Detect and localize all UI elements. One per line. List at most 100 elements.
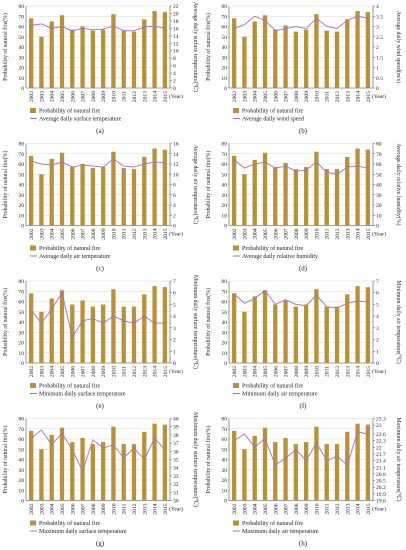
- x-tick-label: 2008: [91, 228, 97, 239]
- y-left-tick-label: 80: [18, 417, 24, 423]
- x-tick-label: 2004: [253, 366, 259, 377]
- y-right-tick-label: 31: [173, 490, 179, 496]
- x-tick-label: 2005: [60, 228, 66, 239]
- x-tick-label: 2015: [366, 366, 372, 377]
- y-left-tick-label: 80: [18, 4, 24, 10]
- y-left-tick-label: 70: [18, 289, 24, 295]
- x-tick-label: 2011: [122, 228, 128, 239]
- bar: [365, 12, 371, 88]
- bar: [152, 11, 157, 88]
- y-left-tick-label: 50: [221, 447, 227, 453]
- x-tick-label: 2010: [314, 91, 320, 102]
- x-tick-label: 2002: [232, 91, 238, 102]
- y-right-tick-label: 0: [376, 224, 379, 230]
- y-right-tick-label: 6: [173, 193, 176, 199]
- bar: [293, 306, 299, 363]
- x-tick-label: 2004: [50, 366, 56, 377]
- bar: [262, 427, 268, 501]
- legend-swatch-bar: [30, 520, 36, 526]
- x-tick-label: 2014: [356, 228, 362, 239]
- bar: [314, 289, 319, 363]
- y-right-tick-label: 40: [376, 183, 382, 189]
- panel-label: (a): [96, 127, 104, 135]
- x-tick-label: 2005: [263, 228, 269, 239]
- y-right-tick-label: 2.5: [376, 35, 383, 41]
- legend-swatch-bar: [233, 520, 239, 526]
- y-left-tick-label: 30: [221, 193, 227, 199]
- y-right-tick-label: 2: [173, 79, 176, 85]
- y-right-tick-label: 80: [376, 142, 382, 148]
- x-tick-label: 2015: [366, 503, 372, 514]
- x-tick-label: 2011: [325, 503, 331, 514]
- y-right-tick-label: 5: [376, 302, 379, 308]
- bar: [231, 430, 237, 501]
- panel-label: (h): [299, 540, 308, 548]
- bar: [59, 427, 65, 501]
- legend-label-bar: Probability of natural fire: [242, 383, 303, 390]
- chart-panel: 0 10 20 30 40 50 60 70 80 0 1 2 3 4 5 6 7 2002 2003 2004 200…: [205, 279, 402, 410]
- y-right-tick-label: 4: [173, 71, 176, 77]
- x-tick-label: 2009: [101, 366, 107, 377]
- x-tick-label: 2010: [111, 366, 117, 377]
- bar: [131, 306, 137, 363]
- bar: [355, 11, 360, 88]
- y-right-tick-label: 12: [173, 162, 179, 168]
- y-left-tick-label: 60: [221, 162, 227, 168]
- y-left-tick-label: 60: [18, 300, 24, 306]
- x-tick-label: 2010: [111, 228, 117, 239]
- legend-swatch-bar: [233, 245, 239, 251]
- x-tick-label: 2002: [29, 91, 35, 102]
- bar: [131, 169, 137, 226]
- x-unit-label: (Year): [372, 231, 386, 238]
- x-tick-label: 2003: [242, 91, 248, 102]
- bar: [345, 156, 350, 226]
- bar: [334, 306, 340, 363]
- y-left-tick-label: 50: [221, 172, 227, 178]
- x-tick-label: 2005: [263, 503, 269, 514]
- bar: [39, 36, 44, 88]
- bar: [142, 19, 147, 89]
- x-tick-label: 2009: [304, 228, 310, 239]
- y-right-tick-label: 4: [173, 314, 176, 320]
- y-right-tick-label: 38: [173, 433, 179, 439]
- chart-panel: 0102030405060708002468101214161820222002…: [2, 2, 199, 135]
- x-tick-label: 2008: [294, 503, 300, 514]
- x-tick-label: 2009: [304, 91, 310, 102]
- bar: [314, 14, 319, 89]
- y-left-axis-title: Probability of natural fire(%): [205, 426, 212, 494]
- bar: [324, 30, 329, 89]
- legend-label-line: Maximum daily surface temperature: [39, 528, 127, 535]
- y-left-tick-label: 70: [18, 152, 24, 158]
- y-left-tick-label: 40: [221, 45, 227, 51]
- bar: [262, 290, 268, 363]
- chart-panel: 0 10 20 30 40 50 60 70 80 30 31 32 33 34 35 36 37 38 39 40 2…: [2, 412, 199, 547]
- x-tick-label: 2006: [273, 228, 279, 239]
- y-right-tick-label: 18: [173, 19, 179, 25]
- x-tick-label: 2013: [345, 228, 351, 239]
- y-left-tick-label: 0: [21, 361, 24, 367]
- y-right-tick-label: 34: [173, 466, 179, 472]
- y-left-tick-label: 70: [221, 14, 227, 20]
- y-right-tick-label: 1: [376, 349, 379, 355]
- x-tick-label: 2006: [70, 228, 76, 239]
- series-line: [31, 23, 165, 32]
- y-left-tick-label: 60: [18, 162, 24, 168]
- x-tick-label: 2006: [273, 503, 279, 514]
- x-tick-label: 2012: [132, 366, 138, 377]
- y-left-axis-title: Probability of natural fire(%): [205, 151, 212, 219]
- x-tick-label: 2010: [111, 503, 117, 514]
- legend-label-bar: Probability of natural fire: [242, 108, 303, 115]
- bar: [252, 21, 257, 88]
- x-tick-label: 2007: [81, 91, 87, 102]
- y-left-tick-label: 10: [18, 488, 24, 494]
- x-tick-label: 2007: [284, 228, 290, 239]
- legend-swatch-bar: [30, 108, 36, 113]
- x-tick-label: 2002: [29, 503, 35, 514]
- y-left-tick-label: 70: [221, 289, 227, 295]
- y-left-tick-label: 20: [18, 478, 24, 484]
- x-tick-label: 2004: [253, 228, 259, 239]
- x-tick-label: 2008: [294, 366, 300, 377]
- x-unit-label: (Year): [169, 368, 183, 375]
- bar: [334, 31, 340, 88]
- y-right-tick-label: 1: [376, 66, 379, 72]
